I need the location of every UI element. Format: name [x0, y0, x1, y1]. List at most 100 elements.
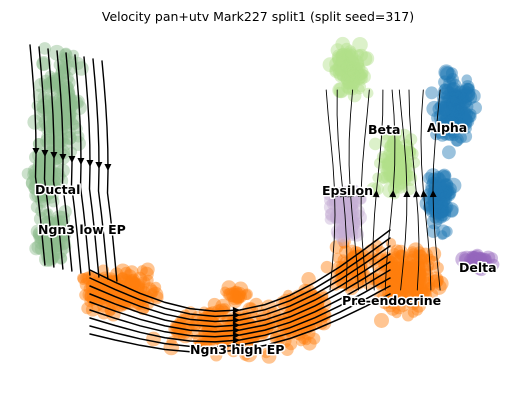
cell-point [116, 272, 129, 285]
cell-point [458, 113, 473, 128]
cell-point [82, 271, 96, 285]
cell-point [394, 161, 408, 176]
cell-point [440, 200, 454, 214]
cell-point [390, 140, 404, 154]
cell-point [334, 269, 349, 283]
cell-point [394, 296, 411, 312]
cell-point [391, 139, 403, 151]
cell-point [386, 165, 399, 178]
cell-point [449, 104, 461, 116]
cell-point [233, 281, 249, 297]
cell-point [387, 152, 398, 164]
cell-point [337, 235, 351, 248]
cell-point [435, 199, 450, 213]
cell-point [443, 118, 457, 132]
cell-point [440, 66, 456, 83]
cell-point [102, 283, 117, 298]
cell-point [435, 196, 449, 209]
cell-point [241, 289, 252, 301]
cell-point [355, 69, 366, 81]
cell-point [378, 296, 391, 310]
cell-point [402, 288, 415, 301]
cell-point [449, 95, 461, 107]
cell-point [150, 281, 162, 293]
cell-point [401, 260, 416, 275]
cell-point [205, 306, 222, 322]
cell-point [60, 110, 71, 121]
cell-point [56, 111, 70, 125]
cell-point [55, 252, 68, 265]
cell-point [109, 284, 124, 298]
cell-point [436, 204, 449, 218]
cell-point [226, 287, 241, 303]
cell-point [439, 191, 451, 203]
cell-point [348, 74, 361, 87]
cell-point [36, 57, 51, 71]
cell-point [311, 297, 322, 308]
cell-point [84, 289, 98, 303]
cell-point [432, 176, 443, 187]
cell-point [43, 250, 59, 266]
cell-point [314, 306, 327, 319]
cell-point [313, 293, 326, 307]
cell-point [423, 202, 434, 212]
cell-point [344, 61, 358, 76]
cell-point [446, 73, 460, 86]
cell-point [393, 272, 407, 286]
cell-point [446, 87, 462, 104]
cell-point [389, 260, 402, 273]
cell-point [44, 92, 55, 104]
cell-point [335, 51, 346, 62]
cell-point [21, 167, 34, 180]
cell-point [463, 82, 475, 95]
cell-point [346, 60, 360, 74]
cell-point [298, 333, 310, 345]
cell-point [59, 86, 76, 103]
velocity-arrowheads [32, 148, 437, 355]
cell-point [448, 122, 459, 133]
cell-point [391, 138, 402, 149]
cell-point [392, 175, 408, 191]
cell-point [455, 251, 471, 268]
cell-point [49, 182, 62, 195]
cell-point [343, 45, 357, 58]
cell-point [53, 173, 69, 189]
cell-point [71, 96, 84, 108]
cell-point [410, 261, 426, 277]
cell-point [43, 237, 58, 253]
cell-point [34, 153, 48, 166]
cell-point [339, 199, 353, 213]
cell-point [47, 174, 61, 188]
cell-point [139, 266, 154, 281]
cell-point [117, 272, 129, 284]
cell-point [441, 203, 453, 214]
cell-point [387, 137, 401, 151]
cell-point [353, 65, 369, 81]
cell-point [439, 109, 450, 121]
cell-point [239, 349, 252, 361]
cell-point [344, 203, 356, 215]
cell-point [193, 339, 206, 352]
cell-point [448, 130, 460, 142]
cell-point [466, 89, 481, 103]
cell-point [82, 288, 96, 302]
cell-point [446, 117, 463, 133]
cell-point [479, 253, 492, 267]
cell-point [128, 276, 140, 288]
cell-point [340, 42, 353, 55]
cell-point [322, 57, 338, 73]
cell-point [61, 99, 77, 116]
cell-point [443, 202, 459, 218]
cell-point [387, 293, 402, 307]
cell-point [404, 276, 415, 287]
cell-point [349, 227, 364, 242]
cell-point [58, 137, 72, 151]
cell-point [37, 196, 48, 207]
cell-point [392, 146, 406, 160]
cell-point [28, 180, 44, 196]
cell-point [125, 265, 139, 279]
cell-point [441, 127, 456, 141]
cell-point [396, 271, 411, 286]
cell-point [209, 321, 224, 337]
cell-point [338, 206, 349, 218]
